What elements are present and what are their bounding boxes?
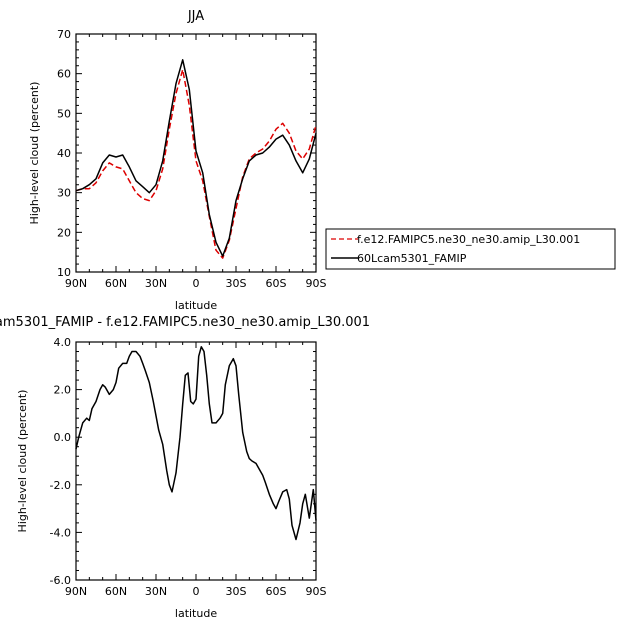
- top-y-axis-label: High-level cloud (percent): [28, 82, 41, 225]
- y-tick-label: 0.0: [54, 431, 72, 444]
- y-tick-label: 4.0: [54, 336, 72, 349]
- y-tick-label: 20: [57, 226, 71, 239]
- y-tick-label: 30: [57, 187, 71, 200]
- series-line-0-0: [75, 68, 317, 259]
- x-tick-label: 90N: [65, 277, 87, 290]
- y-tick-label: -6.0: [50, 574, 71, 587]
- legend-box: [325, 228, 616, 270]
- y-tick-label: -2.0: [50, 479, 71, 492]
- top-x-axis-label: latitude: [175, 299, 217, 312]
- x-tick-label: 60N: [105, 585, 127, 598]
- plot-frame: [75, 341, 317, 581]
- x-tick-label: 30N: [145, 277, 167, 290]
- bottom-plot-area: 90N 60N 30N 0 30S 60S 90S -6.0 -4.0 -2.0 0.0 2.0 4.0: [50, 336, 327, 598]
- y-tick-label: 60: [57, 68, 71, 81]
- x-tick-label: 60S: [266, 585, 287, 598]
- bottom-chart-title: 60Lcam5301_FAMIP - f.e12.FAMIPC5.ne30_ne…: [0, 315, 370, 330]
- legend-label-famipc5: f.e12.FAMIPC5.ne30_ne30.amip_L30.001: [357, 233, 580, 246]
- y-tick-label: 50: [57, 107, 71, 120]
- x-tick-label: 30N: [145, 585, 167, 598]
- legend: f.e12.FAMIPC5.ne30_ne30.amip_L30.001 60L…: [325, 228, 616, 270]
- bottom-x-axis-label: latitude: [175, 607, 217, 620]
- x-tick-label: 0: [193, 277, 200, 290]
- bottom-panel: 60Lcam5301_FAMIP - f.e12.FAMIPC5.ne30_ne…: [0, 315, 370, 620]
- x-tick-label: 30S: [226, 585, 247, 598]
- y-tick-label: 40: [57, 147, 71, 160]
- x-tick-label: 90N: [65, 585, 87, 598]
- x-tick-label: 90S: [306, 277, 327, 290]
- y-tick-label: 10: [57, 266, 71, 279]
- x-tick-label: 30S: [226, 277, 247, 290]
- series-line-0-1: [75, 59, 317, 257]
- x-tick-label: 60S: [266, 277, 287, 290]
- x-tick-label: 90S: [306, 585, 327, 598]
- x-tick-label: 0: [193, 585, 200, 598]
- top-chart-title: JJA: [187, 9, 204, 24]
- top-plot-area: 90N 60N 30N 0 30S 60S 90S 10 20 30 40 50 60 70: [57, 28, 327, 290]
- legend-label-cam5301: 60Lcam5301_FAMIP: [357, 252, 467, 265]
- bottom-y-axis-label: High-level cloud (percent): [16, 390, 29, 533]
- y-tick-label: -4.0: [50, 526, 71, 539]
- series-line-1-0: [75, 346, 317, 541]
- x-tick-label: 60N: [105, 277, 127, 290]
- y-tick-label: 2.0: [54, 384, 72, 397]
- y-tick-label: 70: [57, 28, 71, 41]
- top-panel: JJA 90N 60N 30N 0 30S 60S 90S 10 20 30 40 50 60 70 la…: [28, 9, 327, 312]
